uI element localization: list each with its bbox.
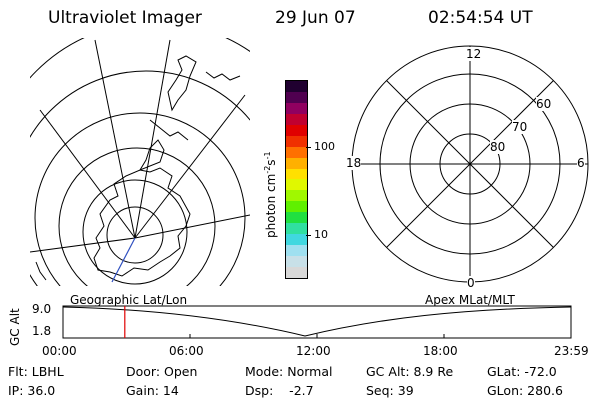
colorbar-segment — [286, 245, 307, 256]
polar-ring-60 — [379, 73, 561, 255]
mlt-line — [385, 79, 555, 249]
coastline — [138, 139, 165, 172]
mlat-label-80: 80 — [490, 140, 506, 154]
colorbar-segment — [286, 256, 307, 267]
colorbar-segment — [286, 234, 307, 246]
colorbar-segment — [286, 157, 307, 169]
lon-line — [39, 109, 136, 239]
colorbar-segment — [286, 146, 307, 158]
info-seq: Seq: 39 — [366, 383, 414, 398]
colorbar-segment — [286, 190, 307, 202]
polar-grid — [351, 45, 589, 283]
time-label: 02:54:54 UT — [428, 8, 533, 28]
colorbar-segment — [286, 124, 307, 136]
timeline-y-top: 9.0 — [32, 302, 52, 316]
x-tick-label-0600: 06:00 — [169, 344, 204, 358]
lon-line — [30, 237, 136, 253]
pole-track — [111, 237, 136, 283]
lon-line — [134, 214, 250, 239]
coastline — [149, 119, 189, 141]
x-tick-label-2359: 23:59 — [554, 344, 589, 358]
info-dsp: Dsp: -2.7 — [245, 383, 314, 398]
date-label: 29 Jun 07 — [275, 8, 356, 28]
colorbar-label-100: 100 — [314, 140, 335, 153]
lat-circle — [106, 206, 164, 264]
timeline-axis-label: GC Alt — [8, 308, 22, 346]
gc-alt-curve — [62, 306, 572, 337]
mlt-line — [385, 79, 555, 249]
lat-circle — [58, 147, 216, 286]
coastline — [205, 71, 241, 81]
colorbar-tick-10 — [306, 235, 311, 236]
info-mode: Mode: Normal — [245, 364, 333, 379]
colorbar-segment — [286, 212, 307, 224]
mlt-label-18: 18 — [346, 156, 362, 170]
colorbar-segment — [286, 266, 307, 278]
colorbar-segment — [286, 81, 307, 92]
colorbar — [285, 80, 308, 279]
colorbar-segment — [286, 102, 307, 114]
colorbar-tick-100 — [306, 147, 311, 148]
lon-line — [134, 39, 171, 239]
timeline-y-bottom: 1.8 — [32, 324, 52, 338]
lat-circle — [34, 112, 246, 286]
left-map-caption: Geographic Lat/Lon — [70, 293, 188, 307]
info-door: Door: Open — [126, 364, 198, 379]
lon-line — [134, 94, 246, 239]
lat-circle — [82, 179, 188, 285]
lon-line — [94, 39, 136, 239]
instrument-title: Ultraviolet Imager — [48, 8, 202, 28]
x-tick-label-0000: 00:00 — [42, 344, 77, 358]
info-gain: Gain: 14 — [126, 383, 179, 398]
info-ip: IP: 36.0 — [8, 383, 56, 398]
colorbar-segment — [286, 179, 307, 191]
info-filter: Flt: LBHL — [8, 364, 64, 379]
timeline-frame — [62, 305, 572, 339]
colorbar-segment — [286, 168, 307, 180]
colorbar-segment — [286, 113, 307, 125]
coastline — [35, 261, 47, 281]
mlat-label-70: 70 — [512, 120, 528, 134]
mlat-label-60: 60 — [536, 97, 552, 111]
colorbar-unit-label: photon cm-2s-1 — [263, 151, 278, 238]
mlt-label-12: 12 — [466, 47, 482, 61]
right-map-caption: Apex MLat/MLT — [425, 293, 515, 307]
timeline-plot — [62, 305, 572, 339]
mlt-label-0: 0 — [467, 276, 475, 290]
x-tick-label-1200: 12:00 — [296, 344, 331, 358]
info-glon: GLon: 280.6 — [487, 383, 563, 398]
colorbar-label-10: 10 — [314, 228, 328, 241]
x-tick-label-1800: 18:00 — [423, 344, 458, 358]
info-gc-alt: GC Alt: 8.9 Re — [366, 364, 454, 379]
info-glat: GLat: -72.0 — [487, 364, 557, 379]
colorbar-segment — [286, 135, 307, 147]
coastline — [93, 167, 191, 277]
coastline — [167, 55, 197, 112]
colorbar-segment — [286, 223, 307, 235]
colorbar-segment — [286, 201, 307, 213]
mlt-label-6: 6 — [577, 156, 585, 170]
polar-ring-outer — [351, 45, 589, 283]
colorbar-segment — [286, 91, 307, 103]
